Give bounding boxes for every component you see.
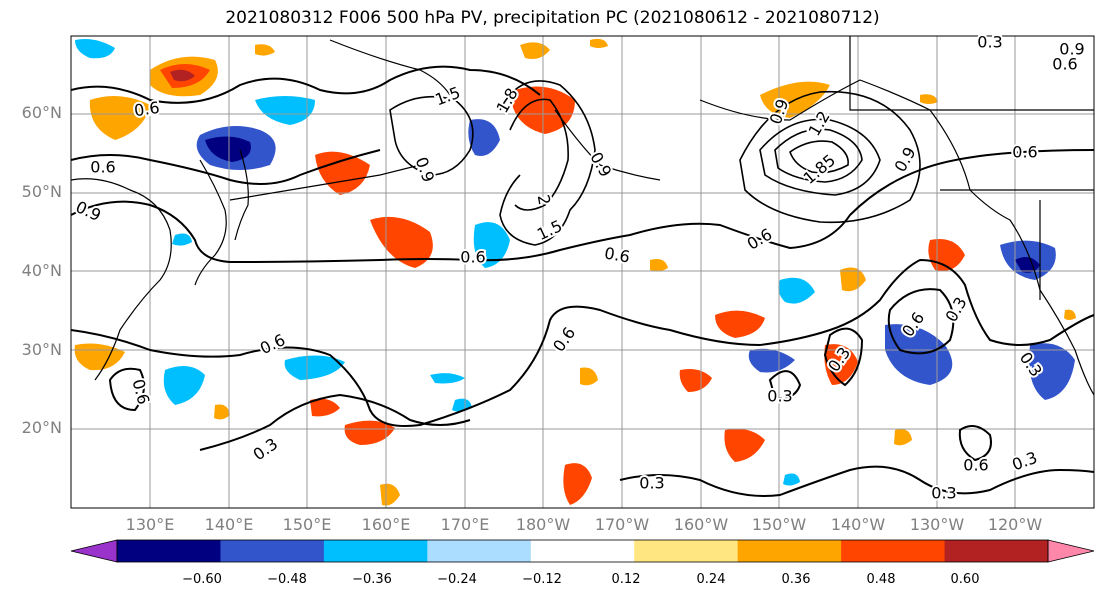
lon-label-120w: 120°W bbox=[987, 515, 1043, 534]
colorbar-tick-label: 0.60 bbox=[950, 572, 980, 587]
contour-label: 0.6 bbox=[963, 456, 988, 475]
lat-label-30n: 30°N bbox=[21, 340, 62, 359]
coastlines bbox=[71, 36, 1094, 396]
map-background bbox=[71, 36, 1094, 508]
colorbar-segment bbox=[427, 540, 532, 562]
colorbar-tick-label: 0.36 bbox=[781, 572, 811, 587]
colorbar-segment bbox=[634, 540, 739, 562]
colorbar-tick-label: −0.36 bbox=[352, 572, 392, 587]
map-frame bbox=[70, 35, 1095, 509]
lon-label-140e: 140°E bbox=[204, 515, 254, 534]
colorbar-tick-label: −0.24 bbox=[437, 572, 477, 587]
lon-label-140w: 140°W bbox=[830, 515, 886, 534]
lon-label-150w: 150°W bbox=[751, 515, 807, 534]
colorbar-segment bbox=[117, 540, 221, 562]
contour-label: 0.3 bbox=[977, 33, 1002, 52]
colorbar-tick-label: −0.60 bbox=[182, 572, 222, 587]
lon-label-130w: 130°W bbox=[909, 515, 965, 534]
lon-label-170e: 170°E bbox=[440, 515, 490, 534]
lon-label-130e: 130°E bbox=[125, 515, 175, 534]
colorbar-segment bbox=[841, 540, 946, 562]
lat-label-20n: 20°N bbox=[21, 418, 62, 437]
pv-contours-inner bbox=[389, 80, 921, 246]
colorbar-tick-label: 0.12 bbox=[611, 572, 641, 587]
colorbar-segment bbox=[220, 540, 325, 562]
contour-label: 0.6 bbox=[133, 98, 161, 120]
chart-title: 2021080312 F006 500 hPa PV, precipitatio… bbox=[225, 8, 880, 28]
colorbar-tick-label: −0.48 bbox=[267, 572, 307, 587]
lat-label-60n: 60°N bbox=[21, 103, 62, 122]
colorbar-segment bbox=[530, 540, 635, 562]
graticule bbox=[71, 36, 1094, 508]
colorbar-segment bbox=[944, 540, 1049, 562]
contour-label: 0.3 bbox=[931, 484, 956, 503]
colorbar-extend-min bbox=[70, 539, 118, 563]
contour-label: 0.6 bbox=[90, 158, 115, 177]
lon-label-150e: 150°E bbox=[282, 515, 332, 534]
colorbar-tick-label: 0.48 bbox=[866, 572, 896, 587]
contour-label: 0.6 bbox=[1012, 143, 1037, 162]
precip-shading-negative bbox=[75, 39, 1075, 486]
lon-label-170w: 170°W bbox=[594, 515, 650, 534]
pv-contours bbox=[71, 65, 1094, 497]
contour-label: 0.6 bbox=[1052, 55, 1077, 74]
colorbar-segment bbox=[323, 540, 428, 562]
lon-label-160e: 160°E bbox=[361, 515, 411, 534]
contour-label: 0.3 bbox=[767, 387, 792, 406]
colorbar-segment bbox=[737, 540, 842, 562]
colorbar-extend-max bbox=[1047, 539, 1095, 563]
colorbar-tick-label: 0.24 bbox=[696, 572, 726, 587]
contour-label: 0.3 bbox=[639, 474, 664, 493]
colorbar bbox=[70, 539, 1095, 563]
lon-label-180w: 180°W bbox=[515, 515, 571, 534]
lon-label-160w: 160°W bbox=[673, 515, 729, 534]
contour-label: 0.9 bbox=[1059, 40, 1084, 59]
lat-label-40n: 40°N bbox=[21, 261, 62, 280]
colorbar-frame bbox=[116, 539, 1049, 563]
contour-label: 0.6 bbox=[460, 248, 485, 267]
lat-label-50n: 50°N bbox=[21, 182, 62, 201]
colorbar-tick-label: −0.12 bbox=[522, 572, 562, 587]
